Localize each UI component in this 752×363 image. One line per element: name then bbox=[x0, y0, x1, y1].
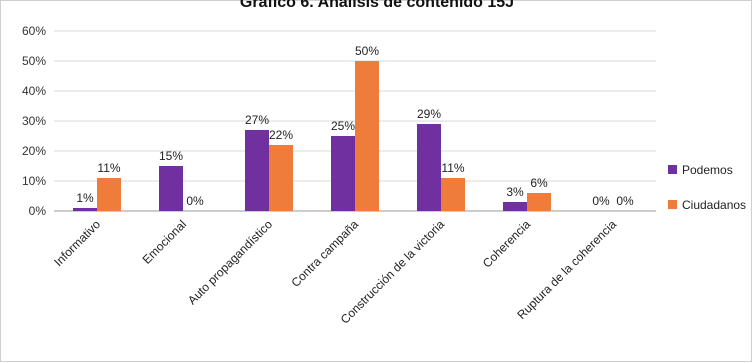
data-label: 11% bbox=[441, 161, 464, 175]
y-tick-label: 10% bbox=[22, 174, 46, 188]
data-label: 15% bbox=[159, 149, 183, 163]
bar-ciudadanos bbox=[269, 145, 293, 211]
bar-ciudadanos bbox=[441, 178, 465, 211]
chart-title: Gráfico 6. Análisis de contenido 15J bbox=[239, 0, 515, 11]
data-label: 11% bbox=[97, 161, 120, 175]
y-tick-label: 20% bbox=[22, 144, 46, 158]
category-label: Ruptura de la coherencia bbox=[514, 217, 619, 322]
category-label: Coherencia bbox=[480, 217, 534, 271]
legend-swatch-podemos bbox=[668, 165, 677, 174]
data-label: 0% bbox=[592, 194, 610, 208]
legend-label: Podemos bbox=[682, 163, 733, 177]
data-label: 27% bbox=[245, 113, 269, 127]
legend-label: Ciudadanos bbox=[682, 198, 746, 212]
bar-podemos bbox=[331, 136, 355, 211]
y-tick-label: 30% bbox=[22, 114, 46, 128]
bar-podemos bbox=[245, 130, 269, 211]
category-label: Auto propagandístico bbox=[185, 217, 275, 307]
legend-swatch-ciudadanos bbox=[668, 200, 677, 209]
data-label: 22% bbox=[269, 128, 293, 142]
data-label: 0% bbox=[616, 194, 634, 208]
category-label: Contra campaña bbox=[288, 217, 361, 290]
bar-podemos bbox=[503, 202, 527, 211]
bar-ciudadanos bbox=[97, 178, 121, 211]
bar-podemos bbox=[417, 124, 441, 211]
data-label: 25% bbox=[331, 119, 355, 133]
data-label: 29% bbox=[417, 107, 441, 121]
category-label: Emocional bbox=[140, 217, 190, 267]
bar-podemos bbox=[73, 208, 97, 211]
data-label: 6% bbox=[530, 176, 548, 190]
category-label: Informativo bbox=[51, 217, 103, 269]
y-tick-label: 40% bbox=[22, 84, 46, 98]
data-label: 3% bbox=[506, 185, 524, 199]
y-tick-label: 0% bbox=[29, 204, 47, 218]
data-label: 1% bbox=[76, 191, 94, 205]
data-label: 50% bbox=[355, 44, 379, 58]
bar-podemos bbox=[159, 166, 183, 211]
bar-ciudadanos bbox=[355, 61, 379, 211]
bar-ciudadanos bbox=[527, 193, 551, 211]
data-label: 0% bbox=[186, 194, 204, 208]
y-tick-label: 50% bbox=[22, 54, 46, 68]
y-tick-label: 60% bbox=[22, 24, 46, 38]
